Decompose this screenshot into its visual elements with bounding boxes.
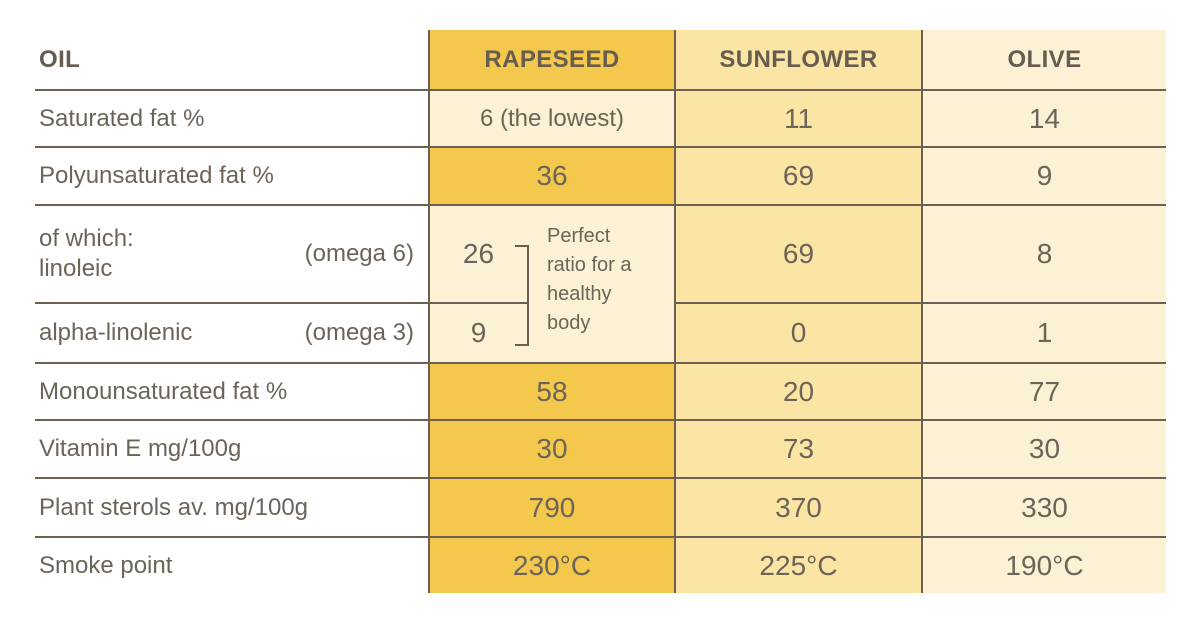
- cell-sunflower: 11: [675, 90, 922, 148]
- cell-olive: 77: [921, 363, 1166, 421]
- table-row: Saturated fat % 6 (the lowest) 11 14: [35, 90, 1166, 148]
- oil-comparison-table: OIL RAPESEED SUNFLOWER OLIVE Saturated f…: [35, 30, 1166, 593]
- header-sunflower: SUNFLOWER: [675, 30, 922, 91]
- cell-olive: 30: [921, 420, 1166, 479]
- cell-rapeseed: 30: [428, 420, 676, 479]
- cell-sunflower: 225°C: [675, 537, 922, 593]
- cell-sunflower: 0: [675, 303, 922, 364]
- row-divider-stub: [430, 302, 529, 304]
- cell-sunflower: 370: [675, 478, 922, 538]
- cell-olive: 9: [921, 147, 1166, 206]
- omega3-value: 9: [470, 317, 487, 348]
- bracket-tick-top: [515, 245, 529, 247]
- omega3-note: (omega 3): [304, 319, 414, 346]
- row-label: Monounsaturated fat %: [39, 377, 288, 405]
- table-row: Plant sterols av. mg/100g 790 370 330: [35, 478, 1166, 538]
- row-label-cell: Plant sterols av. mg/100g: [35, 478, 429, 538]
- cell-olive: 14: [921, 90, 1166, 148]
- cell-olive: 330: [921, 478, 1166, 538]
- header-rapeseed: RAPESEED: [428, 30, 676, 91]
- cell-sunflower: 69: [675, 205, 922, 304]
- row-label-cell: Vitamin E mg/100g: [35, 420, 429, 479]
- cell-olive: 1: [921, 303, 1166, 364]
- omega6-note: (omega 6): [304, 240, 414, 267]
- table-row: Polyunsaturated fat % 36 69 9: [35, 147, 1166, 206]
- header-row: OIL RAPESEED SUNFLOWER OLIVE: [35, 30, 1166, 91]
- row-label-cell: Polyunsaturated fat %: [35, 147, 429, 206]
- row-label-cell: Smoke point: [35, 537, 429, 593]
- cell-rapeseed-omega: 26 9 Perfect ratio for a healthy body: [428, 205, 676, 364]
- row-label-cell: of which: linoleic (omega 6): [35, 205, 429, 304]
- cell-rapeseed: 6 (the lowest): [428, 90, 676, 148]
- cell-olive: 190°C: [921, 537, 1166, 593]
- omega6-value: 26: [462, 238, 495, 269]
- row-label-cell: Monounsaturated fat %: [35, 363, 429, 421]
- cell-sunflower: 73: [675, 420, 922, 479]
- row-label: Smoke point: [39, 551, 173, 579]
- header-olive: OLIVE: [921, 30, 1166, 91]
- row-label: Vitamin E mg/100g: [39, 435, 242, 462]
- row-label: Saturated fat %: [39, 104, 205, 132]
- cell-sunflower: 20: [675, 363, 922, 421]
- cell-rapeseed: 58: [428, 363, 676, 421]
- annotation-text: Perfect ratio for a healthy body: [547, 225, 632, 334]
- header-oil: OIL: [35, 30, 429, 91]
- bracket-tick-bottom: [515, 344, 529, 346]
- row-label: Polyunsaturated fat %: [39, 162, 274, 189]
- bracket-icon: [527, 245, 529, 346]
- row-label: alpha-linolenic: [39, 319, 193, 346]
- row-label: Plant sterols av. mg/100g: [39, 493, 309, 521]
- row-label: of which: linoleic: [39, 225, 134, 282]
- cell-olive: 8: [921, 205, 1166, 304]
- cell-rapeseed: 790: [428, 478, 676, 538]
- cell-sunflower: 69: [675, 147, 922, 206]
- cell-rapeseed: 230°C: [428, 537, 676, 593]
- row-label-cell: alpha-linolenic (omega 3): [35, 303, 429, 364]
- table-row: of which: linoleic (omega 6) 26 9 Perfec…: [35, 205, 1166, 364]
- row-label-cell: Saturated fat %: [35, 90, 429, 148]
- cell-rapeseed: 36: [428, 147, 676, 206]
- table-row: Smoke point 230°C 225°C 190°C: [35, 537, 1166, 593]
- table-row: alpha-linolenic (omega 3) 0 1: [35, 303, 1166, 364]
- table-row: Vitamin E mg/100g 30 73 30: [35, 420, 1166, 479]
- table-row: Monounsaturated fat % 58 20 77: [35, 363, 1166, 421]
